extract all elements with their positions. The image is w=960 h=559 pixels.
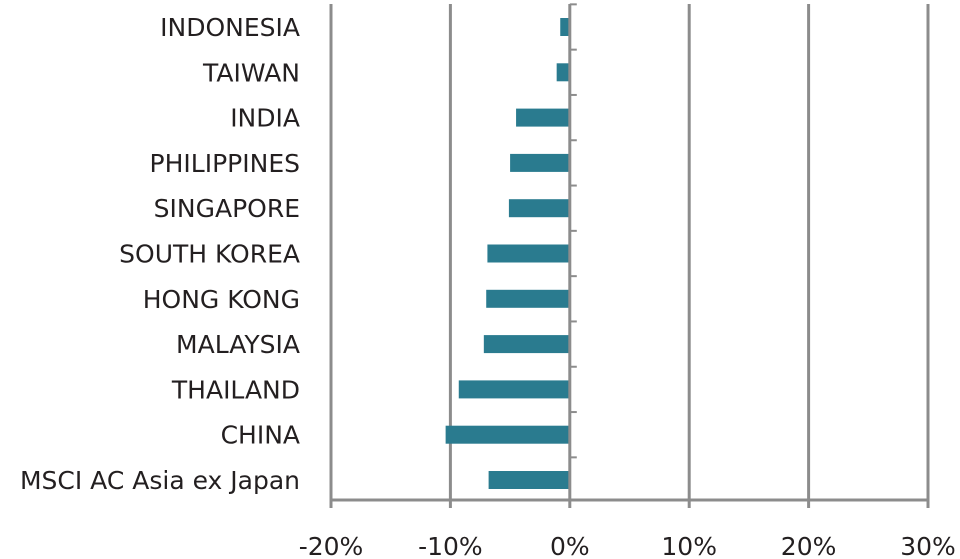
bar [445, 425, 570, 444]
x-tick-label: 20% [781, 532, 837, 559]
bar [458, 380, 570, 399]
grid-lines [329, 4, 930, 500]
category-label: PHILIPPINES [150, 149, 300, 178]
category-label: TAIWAN [202, 58, 300, 87]
x-tick-label: 0% [550, 532, 590, 559]
category-label: INDIA [230, 104, 300, 133]
bar [510, 153, 570, 172]
category-label: HONG KONG [143, 285, 300, 314]
category-label: SINGAPORE [154, 194, 300, 223]
category-label: THAILAND [171, 375, 300, 404]
x-tick-label: -10% [418, 532, 483, 559]
x-tick-label: -20% [299, 532, 364, 559]
x-tick-labels: -20% -10% 0% 10% 20% 30% [299, 532, 956, 559]
category-label: INDONESIA [160, 13, 300, 42]
x-tick-label: 10% [661, 532, 717, 559]
bar [486, 289, 570, 308]
bar [556, 63, 570, 82]
category-label: MSCI AC Asia ex Japan [20, 466, 300, 495]
bar [508, 199, 570, 218]
bar [487, 244, 570, 263]
bar [516, 108, 570, 127]
bar [560, 18, 570, 36]
category-label: SOUTH KOREA [119, 240, 300, 269]
bar [488, 471, 570, 489]
category-labels: INDONESIA TAIWAN INDIA PHILIPPINES SINGAPORE… [20, 13, 300, 495]
x-tick-label: 30% [900, 532, 956, 559]
bars [445, 18, 570, 489]
category-label: CHINA [221, 421, 300, 450]
axes [329, 3, 930, 508]
bar [483, 335, 570, 354]
category-label: MALAYSIA [176, 330, 300, 359]
